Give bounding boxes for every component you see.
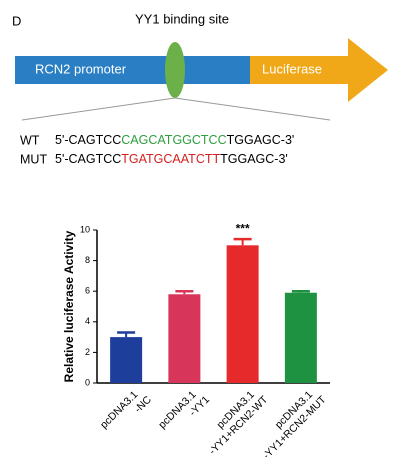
sequence: 5'-CAGTCCCAGCATGGCTCCTGGAGC-3': [55, 133, 294, 147]
site-label: YY1 binding site: [135, 11, 229, 26]
y-axis-label: Relative luciferase Activity: [62, 230, 76, 382]
sequence-suffix: TGGAGC-3': [220, 152, 288, 166]
bar: [110, 337, 143, 383]
sequence: 5'-CAGTCCTGATGCAATCTTTGGAGC-3': [55, 152, 288, 166]
y-tick-label: 4: [85, 316, 90, 326]
bar: [168, 294, 201, 383]
luciferase-arrow: [250, 38, 388, 102]
sequence-suffix: TGGAGC-3': [227, 133, 295, 147]
sequence-prefix: 5'-CAGTCC: [55, 152, 121, 166]
binding-site: [165, 42, 185, 98]
bar: [284, 292, 317, 383]
sequence-name: WT: [20, 133, 40, 147]
sequence-name: MUT: [20, 152, 47, 166]
x-tick-label: pcDNA3.1-YY1+RCN2-WT: [197, 384, 270, 457]
y-tick-label: 0: [85, 377, 90, 387]
reporter-label: Luciferase: [262, 61, 322, 76]
y-tick-label: 2: [85, 347, 90, 357]
x-tick-label: pcDNA3.1-YY1: [156, 384, 212, 440]
y-tick-label: 8: [85, 255, 90, 265]
binding-sequence: CAGCATGGCTCC: [121, 133, 226, 147]
bar: [226, 245, 259, 383]
significance-label: ***: [236, 221, 250, 235]
x-tick-label: pcDNA3.1-NC: [98, 384, 154, 440]
binding-sequence: TGATGCAATCTT: [121, 152, 220, 166]
promoter-bar: [15, 56, 260, 84]
y-tick-label: 6: [85, 286, 90, 296]
zoom-line: [174, 97, 331, 121]
promoter-label: RCN2 promoter: [35, 61, 127, 76]
sequence-prefix: 5'-CAGTCC: [55, 133, 121, 147]
panel-label: D: [12, 13, 21, 28]
y-tick-label: 10: [80, 224, 90, 234]
zoom-line: [21, 97, 176, 121]
